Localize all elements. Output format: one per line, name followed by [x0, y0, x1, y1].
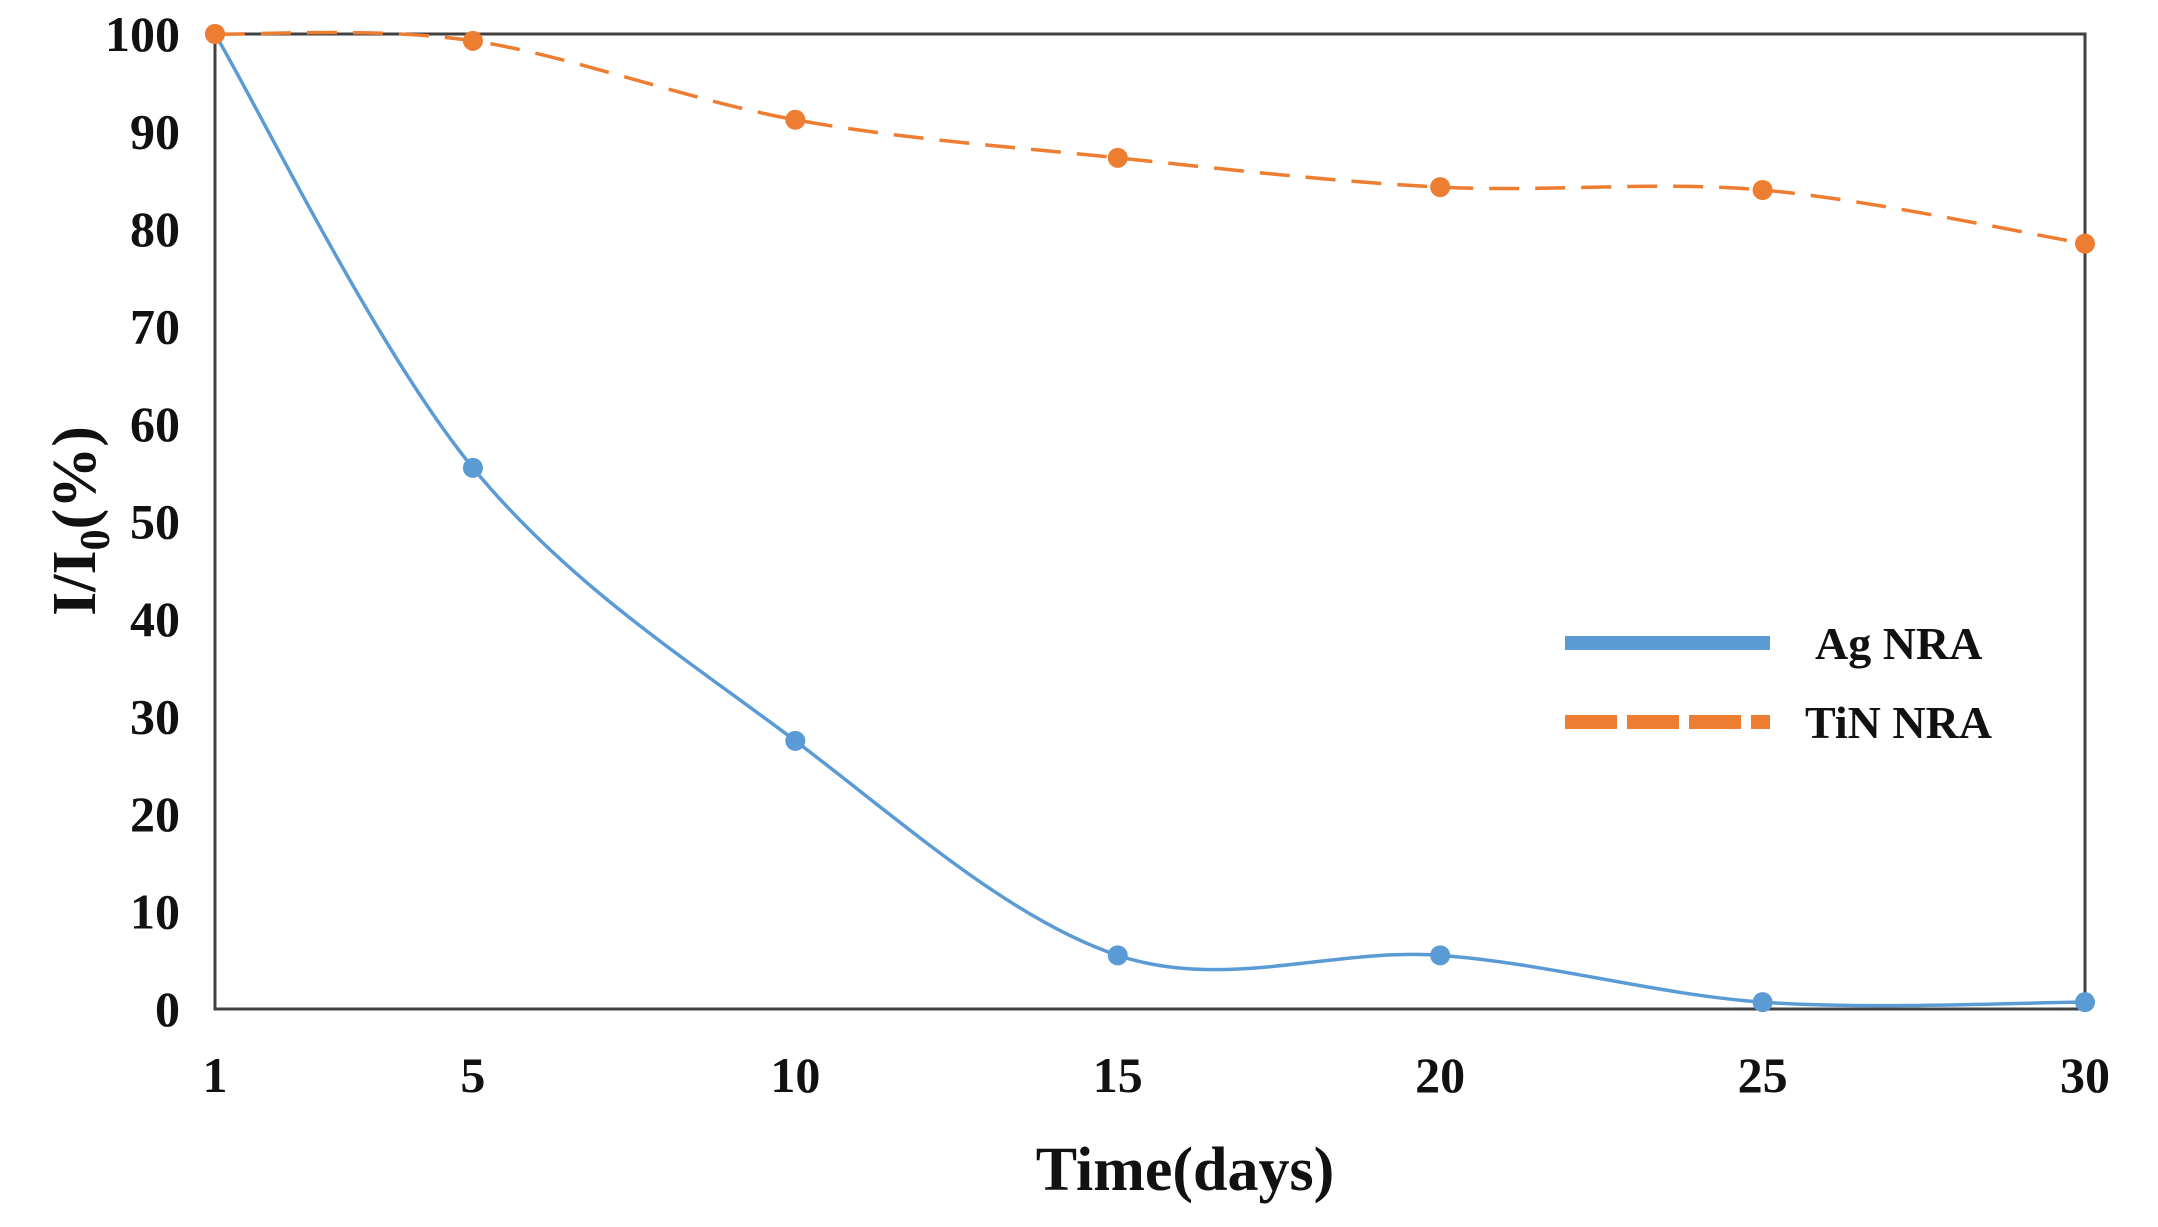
data-point-tin-nra — [1430, 177, 1451, 198]
series-layer — [205, 24, 2095, 1013]
data-point-tin-nra — [1752, 180, 1773, 200]
data-point-tin-nra — [2075, 233, 2095, 254]
y-tick-label: 20 — [130, 786, 180, 842]
y-tick-label: 70 — [130, 299, 180, 355]
y-tick-label: 0 — [155, 981, 180, 1037]
x-tick-label: 15 — [1093, 1047, 1143, 1103]
x-tick-label: 20 — [1415, 1047, 1465, 1103]
x-tick-label: 25 — [1738, 1047, 1788, 1103]
data-point-tin-nra — [462, 30, 483, 51]
y-axis-ticks: 0 10 20 30 40 50 60 70 80 90 100 — [105, 6, 180, 1037]
y-tick-label: 10 — [130, 884, 180, 940]
legend-label-ag-nra: Ag NRA — [1815, 618, 1982, 669]
data-point-ag-nra — [2075, 992, 2095, 1013]
data-point-ag-nra — [1107, 945, 1128, 966]
data-point-tin-nra — [1107, 147, 1128, 168]
y-tick-label: 50 — [130, 494, 180, 550]
y-tick-label: 30 — [130, 689, 180, 745]
y-tick-label: 100 — [105, 6, 180, 62]
data-point-tin-nra — [205, 24, 225, 44]
x-axis-title: Time(days) — [1036, 1136, 1335, 1204]
data-point-tin-nra — [785, 109, 806, 130]
y-axis-title-suffix: (%) — [41, 426, 109, 529]
y-tick-label: 80 — [130, 201, 180, 257]
y-axis-title-subscript: 0 — [73, 529, 119, 550]
x-tick-label: 30 — [2060, 1047, 2110, 1103]
data-point-ag-nra — [785, 730, 806, 751]
series-line-ag-nra — [213, 33, 2086, 1008]
x-axis-ticks: 1 5 10 15 20 25 30 — [203, 1047, 2111, 1103]
x-tick-label: 10 — [770, 1047, 820, 1103]
y-tick-label: 40 — [130, 591, 180, 647]
y-tick-label: 90 — [130, 104, 180, 160]
series-line-tin-nra — [214, 30, 2086, 246]
plot-area-frame — [213, 32, 2087, 1011]
y-axis-title-main: I/I — [41, 550, 109, 615]
legend: Ag NRA TiN NRA — [1565, 618, 1992, 748]
data-point-ag-nra — [1752, 992, 1773, 1013]
data-point-ag-nra — [1430, 945, 1451, 966]
x-tick-label: 1 — [203, 1047, 228, 1103]
x-tick-label: 5 — [460, 1047, 485, 1103]
y-axis-title: I/I0(%) — [41, 426, 119, 616]
y-tick-label: 60 — [130, 396, 180, 452]
legend-label-tin-nra: TiN NRA — [1805, 697, 1992, 748]
data-point-ag-nra — [462, 457, 483, 478]
